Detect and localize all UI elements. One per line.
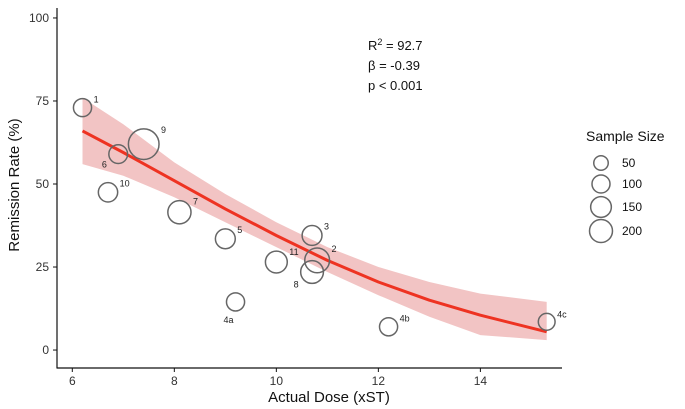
point-label-9: 9 — [161, 125, 166, 135]
x-tick-label-8: 8 — [171, 374, 178, 388]
y-tick-label-75: 75 — [36, 94, 50, 108]
data-point-4a — [225, 292, 246, 312]
r-squared-text: R2 = 92.7 — [368, 37, 423, 53]
data-point-11 — [264, 250, 289, 274]
point-label-4c: 4c — [557, 309, 567, 319]
legend-symbol-150 — [589, 195, 613, 219]
point-label-4a: 4a — [224, 315, 234, 325]
legend-label-200: 200 — [622, 224, 642, 238]
point-label-11: 11 — [289, 247, 298, 257]
data-point-8 — [299, 259, 325, 285]
point-label-6: 6 — [102, 159, 107, 169]
point-label-1: 1 — [94, 95, 99, 105]
beta-text: β = -0.39 — [368, 58, 420, 73]
data-point-9 — [127, 128, 160, 161]
point-label-5: 5 — [237, 225, 242, 235]
regression-line — [81, 129, 548, 334]
data-point-4c — [537, 312, 556, 331]
x-tick-label-10: 10 — [270, 374, 284, 388]
legend: Sample Size 50 100 150 200 — [586, 128, 665, 244]
data-point-1 — [72, 97, 93, 118]
data-point-7 — [167, 199, 192, 225]
point-label-10: 10 — [120, 179, 130, 189]
legend-label-100: 100 — [622, 177, 642, 191]
point-label-3: 3 — [324, 222, 329, 232]
confidence-band-layer — [82, 97, 547, 341]
y-tick-label-100: 100 — [29, 11, 49, 25]
y-axis-title: Remission Rate (%) — [6, 118, 23, 251]
data-point-4b — [378, 316, 399, 337]
data-point-2 — [304, 247, 331, 274]
data-point-3 — [301, 224, 323, 247]
y-tick-label-0: 0 — [42, 343, 49, 357]
legend-symbol-100 — [591, 174, 611, 194]
legend-label-150: 150 — [622, 200, 642, 214]
data-point-10 — [97, 181, 119, 203]
legend-symbol-200 — [588, 218, 614, 244]
x-tick-label-6: 6 — [69, 374, 76, 388]
legend-symbol-50 — [593, 155, 609, 171]
p-value-text: p < 0.001 — [368, 78, 423, 93]
stats-annotation: R2 = 92.7 β = -0.39 p < 0.001 — [368, 37, 423, 93]
x-tick-label-12: 12 — [372, 374, 386, 388]
point-label-8: 8 — [294, 279, 299, 289]
confidence-band — [82, 97, 547, 341]
y-tick-label-25: 25 — [36, 260, 50, 274]
data-point-6 — [108, 143, 129, 165]
point-label-7: 7 — [193, 197, 198, 207]
point-label-4b: 4b — [400, 314, 410, 324]
x-tick-label-14: 14 — [474, 374, 488, 388]
x-axis-title: Actual Dose (xST) — [268, 389, 390, 406]
y-tick-label-50: 50 — [36, 177, 50, 191]
legend-title: Sample Size — [586, 128, 665, 144]
point-label-2: 2 — [332, 244, 337, 254]
data-point-5 — [214, 228, 237, 250]
legend-label-50: 50 — [622, 156, 636, 170]
data-points-layer: 1 9 6 10 7 5 3 11 2 8 4a 4b 4c — [72, 95, 567, 337]
fit-line-layer — [81, 129, 548, 334]
